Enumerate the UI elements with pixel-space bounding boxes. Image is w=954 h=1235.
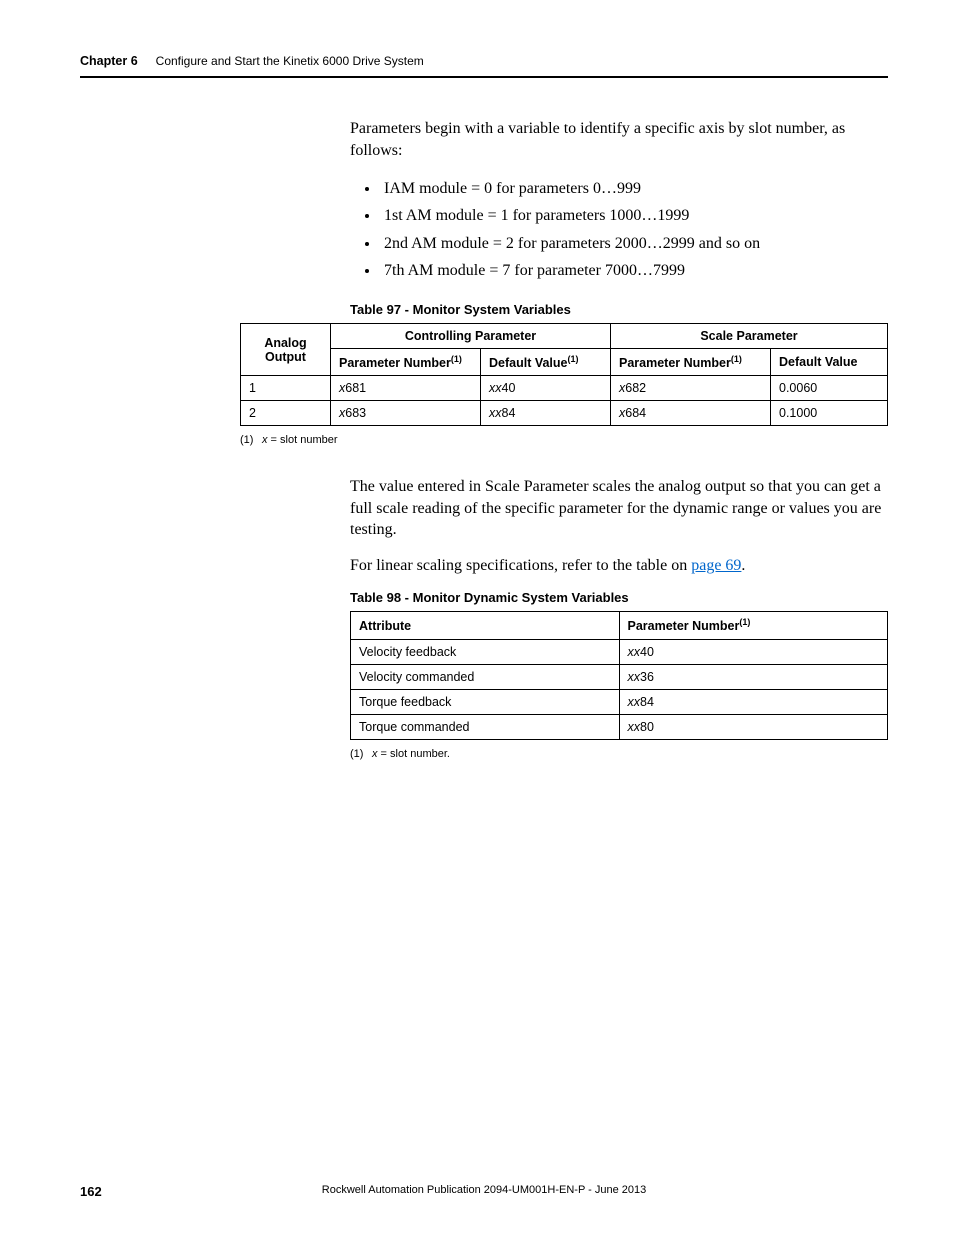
- table-row: Velocity feedback xx40: [351, 639, 888, 664]
- list-item: 1st AM module = 1 for parameters 1000…19…: [380, 202, 888, 229]
- cell-cp: x681: [331, 376, 481, 401]
- list-item: IAM module = 0 for parameters 0…999: [380, 175, 888, 202]
- cell-ao: 1: [241, 376, 331, 401]
- table-row: Torque feedback xx84: [351, 689, 888, 714]
- cell-cp: x683: [331, 401, 481, 426]
- page-header: Chapter 6 Configure and Start the Kineti…: [80, 54, 888, 78]
- publication-info: Rockwell Automation Publication 2094-UM0…: [322, 1184, 646, 1196]
- table-row: 1 x681 xx40 x682 0.0060: [241, 376, 888, 401]
- col-analog-output: Analog Output: [241, 323, 331, 375]
- linear-paragraph: For linear scaling specifications, refer…: [350, 555, 888, 577]
- cell-param: xx40: [619, 639, 888, 664]
- chapter-title: Configure and Start the Kinetix 6000 Dri…: [156, 54, 424, 68]
- page-number: 162: [80, 1184, 102, 1199]
- table-row: Velocity commanded xx36: [351, 664, 888, 689]
- cell-ao: 2: [241, 401, 331, 426]
- scale-paragraph: The value entered in Scale Parameter sca…: [350, 476, 888, 541]
- table-98-caption: Table 98 - Monitor Dynamic System Variab…: [350, 590, 888, 605]
- chapter-label: Chapter 6: [80, 54, 138, 68]
- cell-param: xx84: [619, 689, 888, 714]
- col-param-num-1: Parameter Number(1): [331, 348, 481, 375]
- intro-paragraph: Parameters begin with a variable to iden…: [350, 118, 888, 161]
- col-controlling: Controlling Parameter: [331, 323, 611, 348]
- col-default-val-2: Default Value: [771, 348, 888, 375]
- cell-attr: Velocity commanded: [351, 664, 620, 689]
- col-param-num-2: Parameter Number(1): [611, 348, 771, 375]
- cell-param: xx36: [619, 664, 888, 689]
- col-scale: Scale Parameter: [611, 323, 888, 348]
- cell-attr: Torque commanded: [351, 714, 620, 739]
- table-row: Torque commanded xx80: [351, 714, 888, 739]
- table-97-footnote: (1)x = slot number: [240, 434, 888, 446]
- cell-dv: xx84: [481, 401, 611, 426]
- table-row: 2 x683 xx84 x684 0.1000: [241, 401, 888, 426]
- table-98: Attribute Parameter Number(1) Velocity f…: [350, 611, 888, 739]
- cell-attr: Velocity feedback: [351, 639, 620, 664]
- col-param-num: Parameter Number(1): [619, 612, 888, 639]
- cell-sp: x684: [611, 401, 771, 426]
- col-default-val-1: Default Value(1): [481, 348, 611, 375]
- page-69-link[interactable]: page 69: [691, 557, 741, 574]
- col-attribute: Attribute: [351, 612, 620, 639]
- list-item: 7th AM module = 7 for parameter 7000…799…: [380, 257, 888, 284]
- table-97-caption: Table 97 - Monitor System Variables: [350, 302, 888, 317]
- page-footer: 162 Rockwell Automation Publication 2094…: [80, 1184, 888, 1199]
- cell-sv: 0.1000: [771, 401, 888, 426]
- cell-sp: x682: [611, 376, 771, 401]
- table-97: Analog Output Controlling Parameter Scal…: [240, 323, 888, 426]
- list-item: 2nd AM module = 2 for parameters 2000…29…: [380, 230, 888, 257]
- cell-attr: Torque feedback: [351, 689, 620, 714]
- cell-dv: xx40: [481, 376, 611, 401]
- bullet-list: IAM module = 0 for parameters 0…999 1st …: [380, 175, 888, 284]
- table-98-footnote: (1)x = slot number.: [350, 748, 888, 760]
- cell-param: xx80: [619, 714, 888, 739]
- cell-sv: 0.0060: [771, 376, 888, 401]
